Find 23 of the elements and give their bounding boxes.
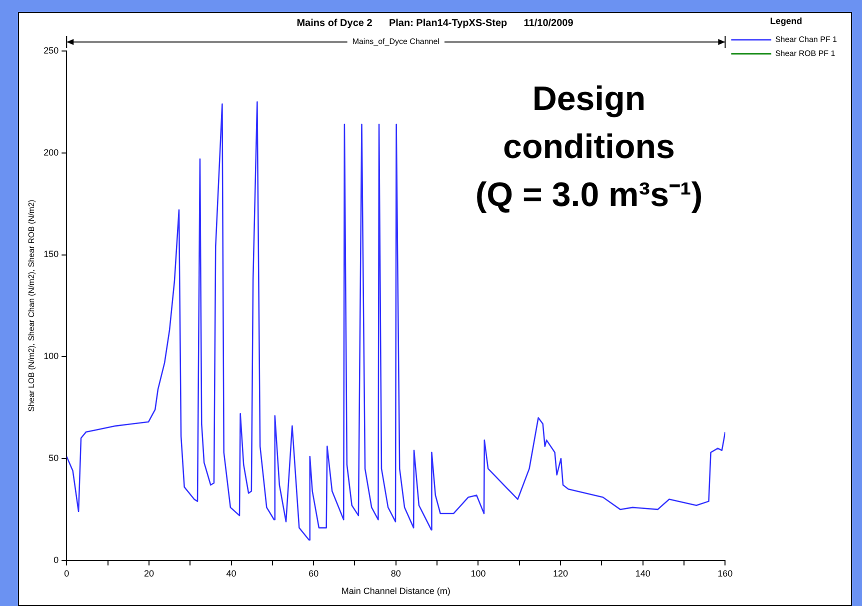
x-tick-label: 160 [718,568,733,578]
x-tick-label: 100 [470,568,486,578]
x-tick-label: 80 [390,568,401,578]
x-axis-title: Main Channel Distance (m) [341,586,450,596]
y-tick-label: 0 [54,554,59,565]
y-tick-label: 100 [44,351,59,362]
y-tick-label: 150 [44,249,59,260]
chart-title: Mains of Dyce 2 Plan: Plan14-TypXS-Step 11/10/2009 [296,18,574,29]
legend-title: Legend [770,16,802,26]
legend-label: Shear Chan PF 1 [775,35,838,44]
y-axis-title: Shear LOB (N/m2), Shear Chan (N/m2), Shear ROB (N/m2) [27,199,36,412]
x-tick-label: 120 [553,568,568,578]
x-tick-label: 40 [226,568,236,578]
x-tick-label: 0 [64,568,70,578]
y-tick-label: 250 [44,45,59,56]
legend-label: Shear ROB PF 1 [775,49,836,58]
x-tick-label: 60 [308,568,319,578]
y-tick-label: 200 [44,147,59,158]
x-tick-label: 20 [144,568,154,578]
text: Mains_of_Dyce Channel [352,37,440,46]
x-tick-label: 140 [635,568,650,578]
y-tick-label: 50 [48,453,59,464]
annotation: Design conditions (Q = 3.0 m³s⁻¹) [474,79,704,216]
